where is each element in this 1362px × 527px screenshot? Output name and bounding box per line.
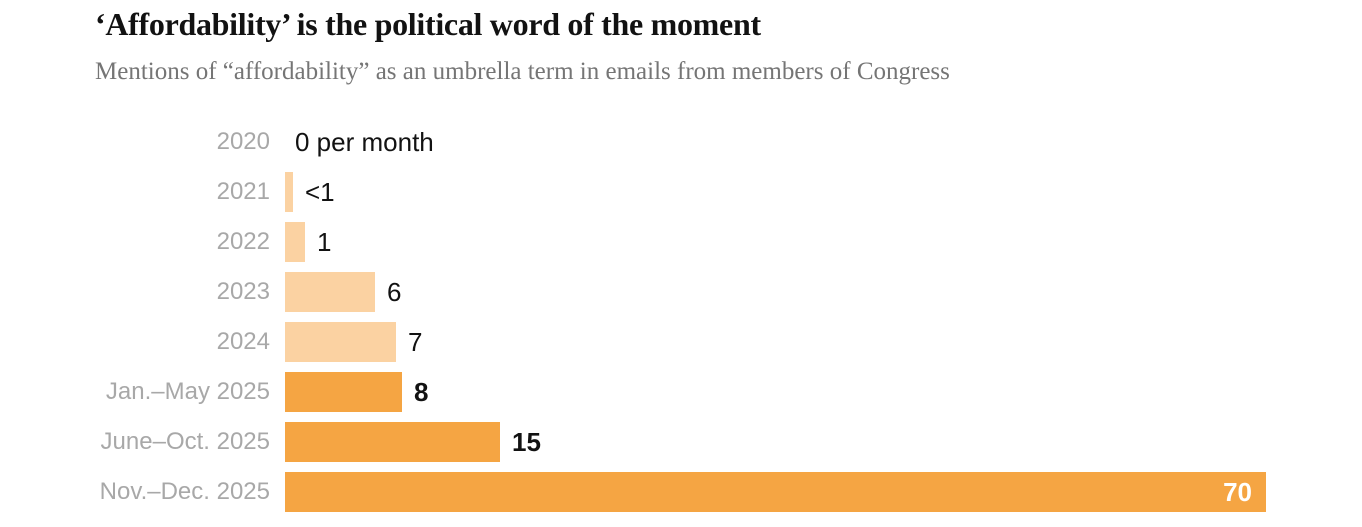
bar-zone: 1 (285, 222, 331, 262)
bar (285, 372, 402, 412)
value-label: 70 (1223, 477, 1252, 507)
chart-row: 2024 7 (0, 322, 1362, 362)
value-label: 8 (414, 376, 429, 407)
row-label: 2021 (216, 178, 270, 205)
bar (285, 222, 305, 262)
chart-row: 2021 <1 (0, 172, 1362, 212)
bar (285, 272, 375, 312)
bar-zone: 15 (285, 422, 541, 462)
bar (285, 322, 396, 362)
row-label: 2020 (216, 128, 270, 155)
chart-row: 2023 6 (0, 272, 1362, 312)
value-label: 15 (512, 426, 541, 457)
bar-zone: <1 (285, 172, 335, 212)
value-label: 1 (317, 226, 332, 257)
row-label: 2023 (216, 278, 270, 305)
value-label: 0 per month (295, 126, 434, 157)
chart-subtitle: Mentions of “affordability” as an umbrel… (95, 58, 950, 85)
row-label: 2022 (216, 228, 270, 255)
value-label: 7 (408, 326, 423, 357)
row-label: Jan.–May 2025 (105, 378, 270, 405)
bar-zone: 6 (285, 272, 401, 312)
row-label: 2024 (216, 328, 270, 355)
bar: 70 (285, 472, 1266, 512)
bar (285, 172, 293, 212)
chart-row: June–Oct. 2025 15 (0, 422, 1362, 462)
chart-row: Nov.–Dec. 2025 70 (0, 472, 1362, 512)
value-label: 6 (387, 276, 402, 307)
chart-row: 2022 1 (0, 222, 1362, 262)
bar (285, 422, 500, 462)
bar-zone: 8 (285, 372, 428, 412)
bar-zone: 70 (285, 472, 1266, 512)
bar-zone: 0 per month (285, 122, 434, 162)
chart-title: ‘Affordability’ is the political word of… (95, 6, 761, 42)
bar-chart: 2020 0 per month 2021 <1 2022 1 2023 6 2024 7 Jan.… (0, 122, 1362, 512)
bar-zone: 7 (285, 322, 422, 362)
value-label: <1 (305, 176, 335, 207)
chart-row: Jan.–May 2025 8 (0, 372, 1362, 412)
row-label: Nov.–Dec. 2025 (99, 478, 270, 505)
row-label: June–Oct. 2025 (100, 428, 270, 455)
chart-row: 2020 0 per month (0, 122, 1362, 162)
